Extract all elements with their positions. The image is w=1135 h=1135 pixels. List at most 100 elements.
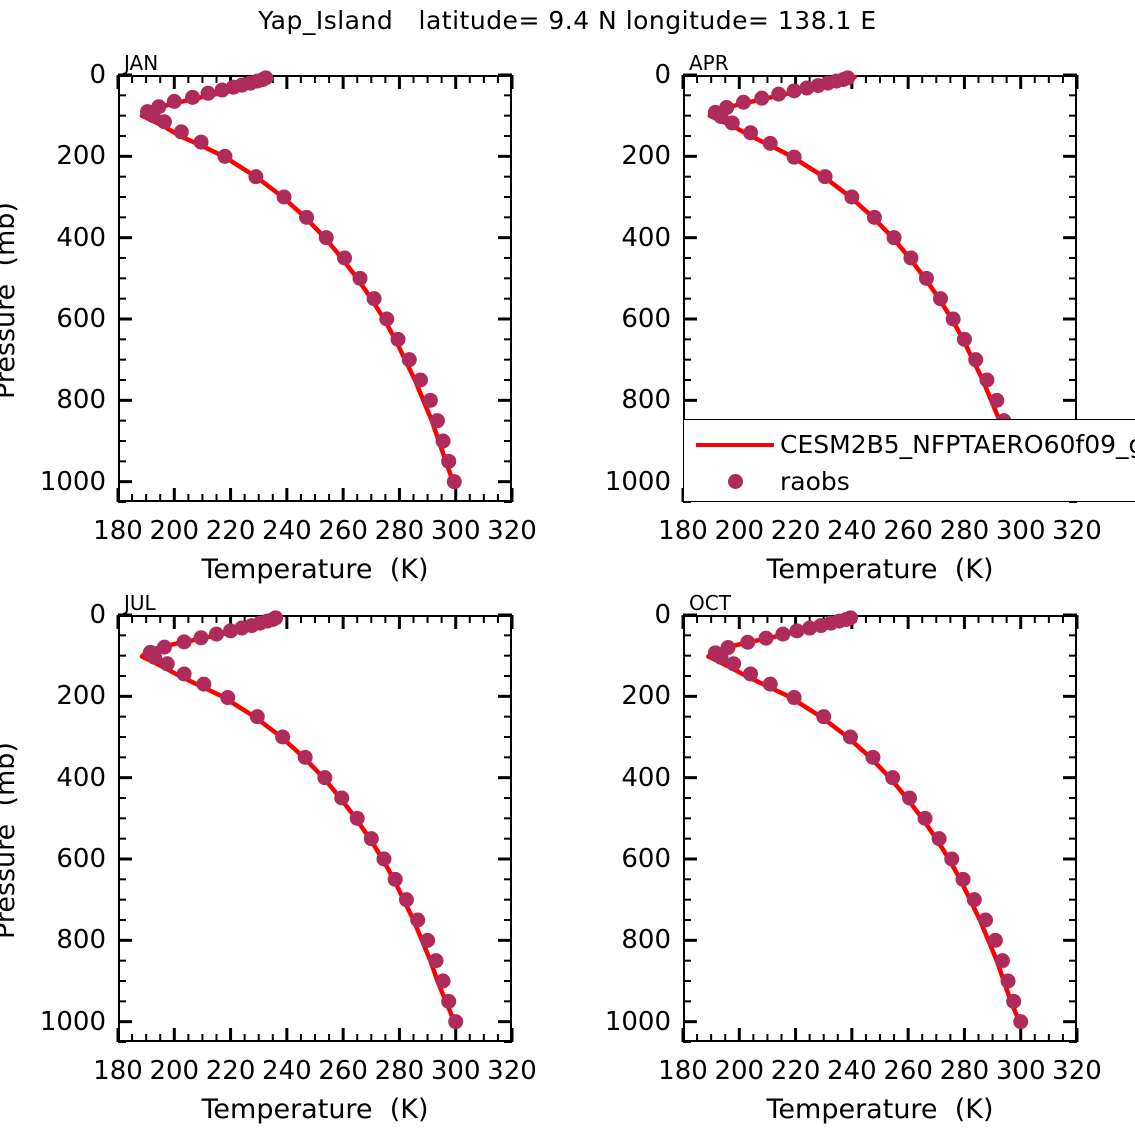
x-tick-label: 280 xyxy=(939,1056,990,1086)
legend-label-model: CESM2B5_NFPTAERO60f09_gamr xyxy=(780,430,1135,459)
series-marker-raobs xyxy=(334,790,350,806)
series-marker-raobs xyxy=(249,709,265,725)
series-marker-raobs xyxy=(145,108,161,124)
series-marker-raobs xyxy=(422,392,438,408)
series-marker-raobs xyxy=(223,623,239,639)
x-axis-title: Temperature (K) xyxy=(766,1094,994,1125)
x-tick-label: 220 xyxy=(205,1056,256,1086)
series-marker-raobs xyxy=(376,851,392,867)
series-marker-raobs xyxy=(944,851,960,867)
series-marker-raobs xyxy=(724,115,740,131)
y-tick-label: 400 xyxy=(621,222,671,253)
series-marker-raobs xyxy=(156,639,172,655)
series-marker-raobs xyxy=(225,79,241,95)
x-tick-label: 240 xyxy=(262,516,312,546)
series-marker-raobs xyxy=(865,749,881,765)
x-tick-label: 320 xyxy=(1052,1056,1102,1086)
series-marker-raobs xyxy=(441,453,457,469)
legend-box: CESM2B5_NFPTAERO60f09_gamr raobs xyxy=(683,419,1135,502)
series-marker-raobs xyxy=(726,656,742,672)
y-tick-label: 200 xyxy=(621,141,671,172)
x-axis-title: Temperature (K) xyxy=(201,1094,429,1125)
x-tick-label: 320 xyxy=(487,1056,537,1086)
series-marker-raobs xyxy=(775,626,791,642)
x-tick-label: 300 xyxy=(430,1056,481,1086)
series-marker-raobs xyxy=(917,810,933,826)
legend-label-obs: raobs xyxy=(780,467,850,496)
series-marker-raobs xyxy=(842,729,858,745)
y-tick-label: 800 xyxy=(56,385,106,416)
series-marker-raobs xyxy=(754,90,770,106)
y-tick-label: 600 xyxy=(621,304,671,334)
y-tick-label: 1000 xyxy=(39,466,106,497)
x-tick-label: 260 xyxy=(883,1056,933,1086)
y-tick-label: 800 xyxy=(56,925,106,956)
x-tick-label: 300 xyxy=(995,1056,1046,1086)
series-marker-raobs xyxy=(987,932,1003,948)
series-marker-raobs xyxy=(159,656,175,672)
series-marker-raobs xyxy=(786,83,802,99)
series-marker-raobs xyxy=(166,93,182,109)
series-marker-raobs xyxy=(758,630,774,646)
series-marker-raobs xyxy=(193,630,209,646)
series-marker-raobs xyxy=(410,912,426,928)
series-marker-raobs xyxy=(428,953,444,969)
series-marker-raobs xyxy=(885,770,901,786)
x-tick-label: 260 xyxy=(883,516,933,546)
series-marker-raobs xyxy=(196,676,212,692)
series-marker-raobs xyxy=(366,291,382,307)
y-tick-label: 600 xyxy=(621,844,671,874)
series-marker-raobs xyxy=(743,125,759,141)
series-marker-raobs xyxy=(956,331,972,347)
legend-dot-swatch xyxy=(696,474,774,489)
x-tick-label: 180 xyxy=(658,1056,708,1086)
series-marker-raobs xyxy=(441,993,457,1009)
series-marker-raobs xyxy=(816,709,832,725)
x-tick-label: 240 xyxy=(262,1056,312,1086)
series-marker-raobs xyxy=(217,148,233,164)
series-marker-raobs xyxy=(299,209,315,225)
panel-label-jul: JUL xyxy=(124,591,156,615)
series-marker-raobs xyxy=(817,169,833,185)
series-marker-raobs xyxy=(173,124,189,140)
series-marker-raobs xyxy=(420,932,436,948)
series-marker-raobs xyxy=(156,114,172,130)
y-tick-label: 600 xyxy=(56,304,106,334)
series-marker-raobs xyxy=(318,230,334,246)
x-tick-label: 280 xyxy=(374,1056,425,1086)
y-tick-label: 600 xyxy=(56,844,106,874)
series-marker-raobs xyxy=(933,291,949,307)
series-marker-raobs xyxy=(317,770,333,786)
y-tick-label: 200 xyxy=(621,681,671,712)
x-tick-label: 260 xyxy=(318,1056,368,1086)
x-tick-label: 240 xyxy=(827,516,877,546)
series-marker-raobs xyxy=(220,690,236,706)
series-marker-raobs xyxy=(176,634,192,650)
series-marker-raobs xyxy=(363,831,379,847)
series-marker-raobs xyxy=(713,108,729,124)
y-tick-label: 800 xyxy=(621,385,671,416)
y-tick-label: 0 xyxy=(654,60,671,90)
series-marker-raobs xyxy=(813,618,829,634)
y-tick-label: 400 xyxy=(56,762,106,793)
series-marker-raobs xyxy=(398,892,414,908)
x-tick-label: 180 xyxy=(93,516,143,546)
y-tick-label: 400 xyxy=(56,222,106,253)
series-marker-raobs xyxy=(886,230,902,246)
y-tick-label: 0 xyxy=(89,60,106,90)
series-marker-raobs xyxy=(918,270,934,286)
series-marker-raobs xyxy=(147,649,163,665)
series-marker-raobs xyxy=(810,78,826,94)
series-marker-raobs xyxy=(743,666,759,682)
series-marker-raobs xyxy=(276,189,292,205)
series-marker-raobs xyxy=(387,871,403,887)
series-marker-raobs xyxy=(789,623,805,639)
series-marker-raobs xyxy=(275,729,291,745)
series-marker-raobs xyxy=(994,953,1010,969)
series-marker-raobs xyxy=(844,189,860,205)
legend-line-swatch xyxy=(696,442,774,447)
y-tick-label: 0 xyxy=(654,600,671,630)
series-marker-raobs xyxy=(902,790,918,806)
